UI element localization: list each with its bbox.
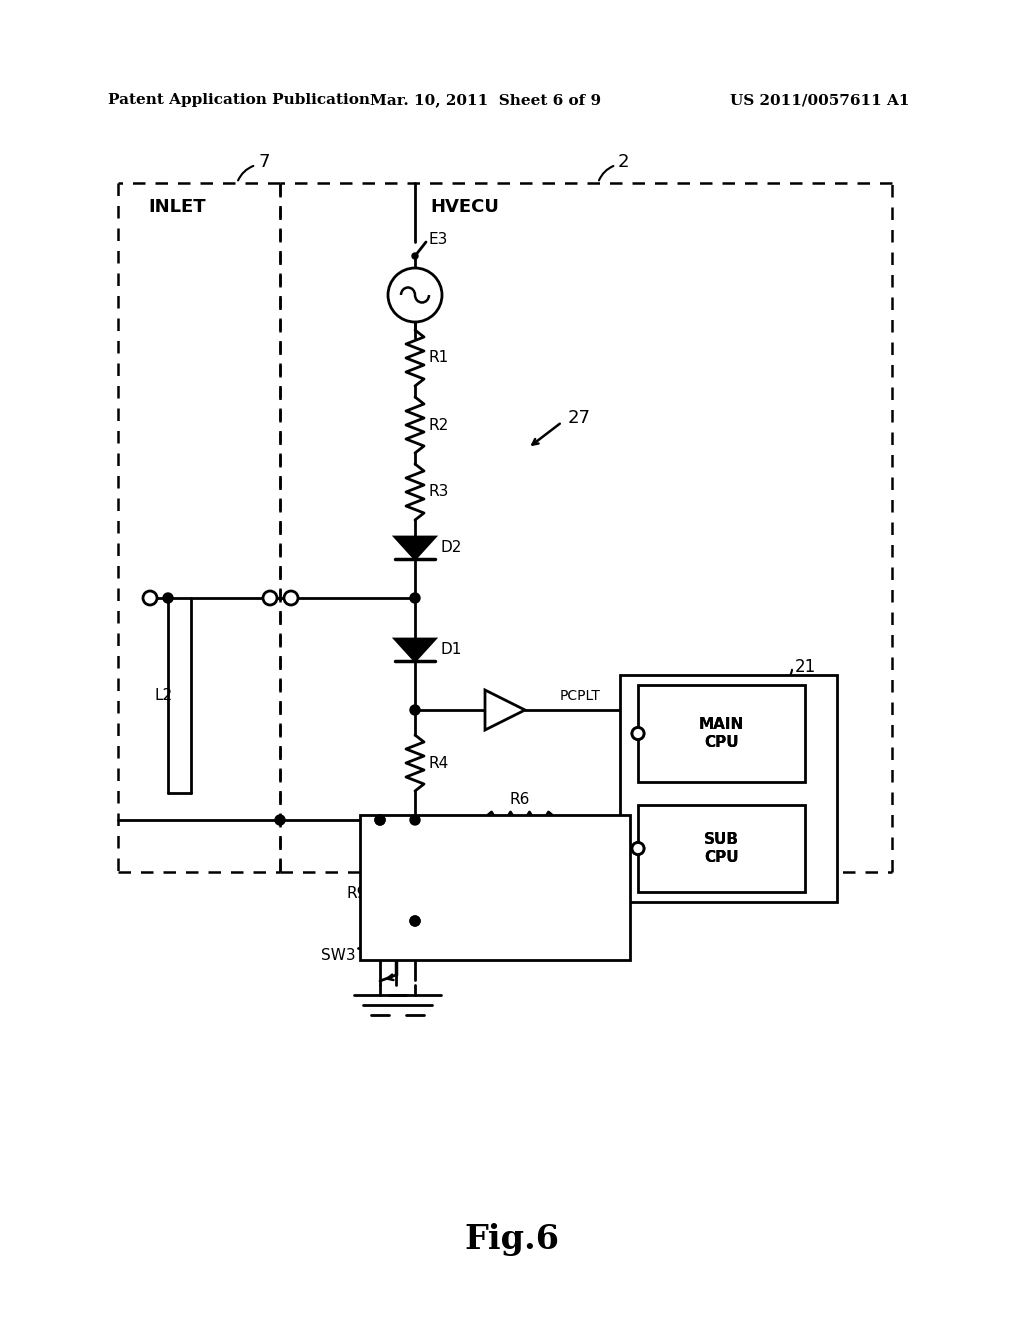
Text: R2: R2 [429, 417, 450, 433]
FancyBboxPatch shape [638, 685, 805, 781]
Text: R5: R5 [429, 886, 450, 900]
Circle shape [263, 591, 278, 605]
Circle shape [410, 814, 420, 825]
Text: Fig.6: Fig.6 [465, 1224, 559, 1257]
Circle shape [632, 842, 644, 854]
Text: 29: 29 [470, 913, 493, 932]
Text: 22: 22 [795, 777, 816, 796]
Text: 28: 28 [396, 826, 416, 842]
Text: D1: D1 [441, 643, 463, 657]
Circle shape [412, 253, 418, 259]
Circle shape [632, 727, 644, 739]
Circle shape [410, 916, 420, 927]
Text: PCPLT: PCPLT [560, 689, 601, 704]
Text: R6: R6 [510, 792, 530, 808]
Text: Patent Application Publication: Patent Application Publication [108, 92, 370, 107]
Polygon shape [395, 537, 435, 558]
Text: E3: E3 [429, 231, 449, 247]
FancyBboxPatch shape [638, 805, 805, 892]
Circle shape [410, 916, 420, 927]
Text: 2: 2 [618, 153, 630, 172]
Circle shape [410, 705, 420, 715]
Text: MAIN
CPU: MAIN CPU [698, 717, 744, 750]
Circle shape [275, 814, 285, 825]
Text: R3: R3 [429, 484, 450, 499]
Circle shape [375, 814, 385, 825]
FancyBboxPatch shape [620, 675, 837, 902]
Circle shape [410, 593, 420, 603]
Text: D2: D2 [441, 540, 463, 556]
Text: Mar. 10, 2011  Sheet 6 of 9: Mar. 10, 2011 Sheet 6 of 9 [370, 92, 601, 107]
Text: 7: 7 [258, 153, 269, 172]
Polygon shape [395, 639, 435, 661]
FancyBboxPatch shape [638, 685, 805, 781]
Text: SUB
CPU: SUB CPU [705, 833, 739, 865]
Circle shape [632, 727, 644, 739]
Text: SW3: SW3 [321, 949, 355, 964]
Polygon shape [485, 690, 525, 730]
Text: MAIN
CPU: MAIN CPU [698, 717, 744, 750]
Text: INLET: INLET [148, 198, 206, 216]
Text: L2: L2 [155, 689, 173, 704]
Text: 27: 27 [568, 409, 591, 426]
Text: R9: R9 [346, 886, 367, 900]
Circle shape [143, 591, 157, 605]
Circle shape [375, 814, 385, 825]
Text: US 2011/0057611 A1: US 2011/0057611 A1 [730, 92, 909, 107]
Circle shape [632, 842, 644, 854]
Text: SUB
CPU: SUB CPU [705, 833, 739, 865]
Text: 21: 21 [795, 657, 816, 676]
Text: HVECU: HVECU [430, 198, 499, 216]
FancyBboxPatch shape [360, 814, 630, 960]
Circle shape [284, 591, 298, 605]
FancyBboxPatch shape [638, 805, 805, 892]
Circle shape [163, 593, 173, 603]
Circle shape [388, 268, 442, 322]
Text: R4: R4 [429, 755, 450, 771]
Text: R1: R1 [429, 351, 450, 366]
